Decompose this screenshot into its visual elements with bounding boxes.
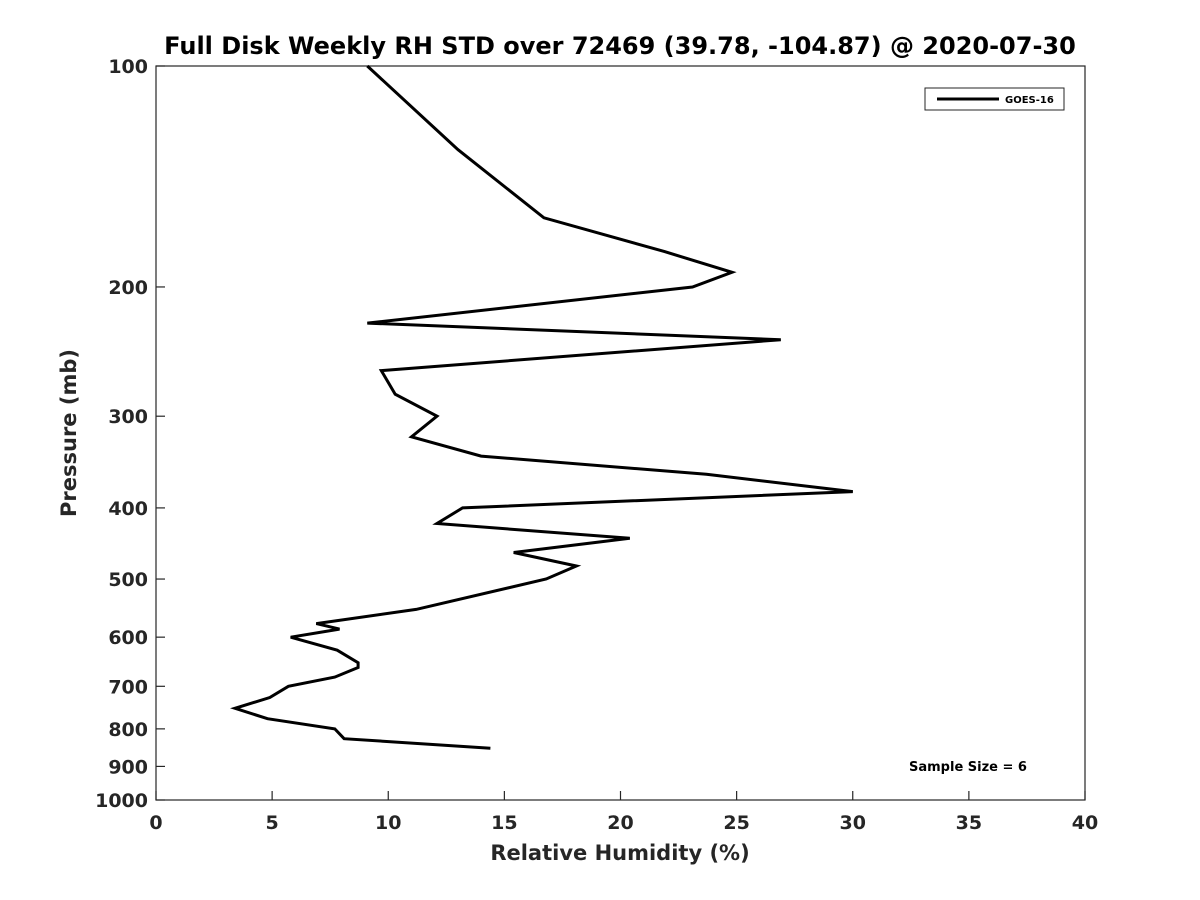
- y-tick-label: 300: [108, 406, 148, 428]
- series-line-goes-16: [230, 64, 853, 750]
- x-tick-label: 10: [375, 812, 401, 834]
- y-tick-label: 800: [108, 719, 148, 741]
- x-tick-label: 20: [607, 812, 633, 834]
- chart-title: Full Disk Weekly RH STD over 72469 (39.7…: [164, 32, 1076, 60]
- y-tick-label: 400: [108, 498, 148, 520]
- y-tick-label: 200: [108, 277, 148, 299]
- y-axis-ticks: 100 200 300 400 500 600 700 800 900 1000: [95, 56, 165, 812]
- legend: GOES-16: [924, 87, 1065, 111]
- plot-frame: [155, 65, 1086, 801]
- x-tick-label: 30: [840, 812, 866, 834]
- y-axis-label: Pressure (mb): [57, 349, 81, 517]
- y-tick-label: 500: [108, 569, 148, 591]
- sample-size-annotation: Sample Size = 6: [909, 760, 1027, 775]
- y-tick-label: 900: [108, 756, 148, 778]
- legend-entry-goes-16: GOES-16: [1005, 95, 1054, 106]
- x-tick-label: 15: [491, 812, 517, 834]
- x-axis-ticks: 0 5 10 15 20 25 30 35 40: [149, 791, 1098, 834]
- y-tick-label: 1000: [95, 790, 148, 812]
- y-tick-label: 700: [108, 676, 148, 698]
- x-axis-label: Relative Humidity (%): [490, 841, 749, 865]
- y-tick-label: 100: [108, 56, 148, 78]
- series-layer: [230, 64, 853, 750]
- x-tick-label: 5: [266, 812, 279, 834]
- x-tick-label: 0: [149, 812, 162, 834]
- x-tick-label: 25: [723, 812, 749, 834]
- x-tick-label: 40: [1072, 812, 1098, 834]
- y-tick-label: 600: [108, 627, 148, 649]
- x-tick-label: 35: [956, 812, 982, 834]
